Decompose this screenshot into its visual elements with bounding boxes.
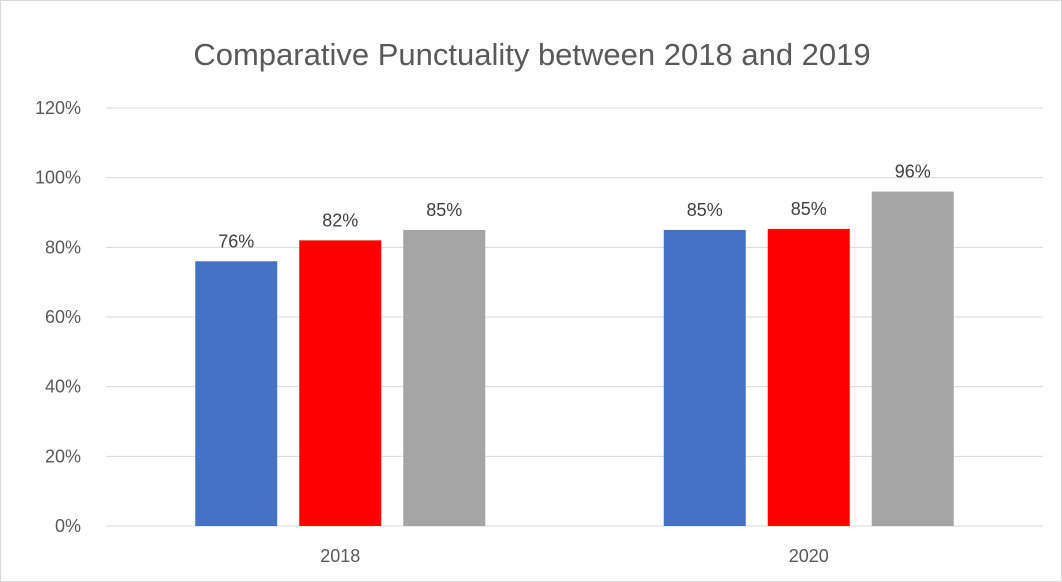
data-label: 85%	[426, 200, 462, 220]
x-tick-label: 2018	[320, 546, 360, 566]
y-tick-label: 120%	[35, 98, 81, 118]
y-tick-label: 80%	[45, 237, 81, 257]
data-label: 76%	[218, 231, 254, 251]
bar	[195, 261, 278, 526]
data-label: 82%	[322, 210, 358, 230]
data-label: 85%	[687, 200, 723, 220]
y-tick-label: 20%	[45, 446, 81, 466]
y-tick-label: 100%	[35, 168, 81, 188]
y-tick-label: 40%	[45, 377, 81, 397]
bars	[195, 191, 954, 526]
bar	[299, 240, 382, 526]
bar	[767, 228, 850, 526]
y-tick-label: 0%	[55, 516, 81, 536]
bar	[663, 229, 746, 526]
x-axis-tick-labels: 2018 2020	[320, 546, 829, 566]
data-labels: 76% 82% 85% 85% 85% 96%	[218, 162, 931, 252]
bar	[871, 191, 954, 526]
bar	[403, 229, 486, 526]
x-tick-label: 2020	[789, 546, 829, 566]
y-axis-tick-labels: 0% 20% 40% 60% 80% 100% 120%	[35, 98, 81, 536]
data-label: 85%	[791, 199, 827, 219]
y-tick-label: 60%	[45, 307, 81, 327]
data-label: 96%	[895, 162, 931, 182]
chart-title: Comparative Punctuality between 2018 and…	[193, 37, 870, 72]
